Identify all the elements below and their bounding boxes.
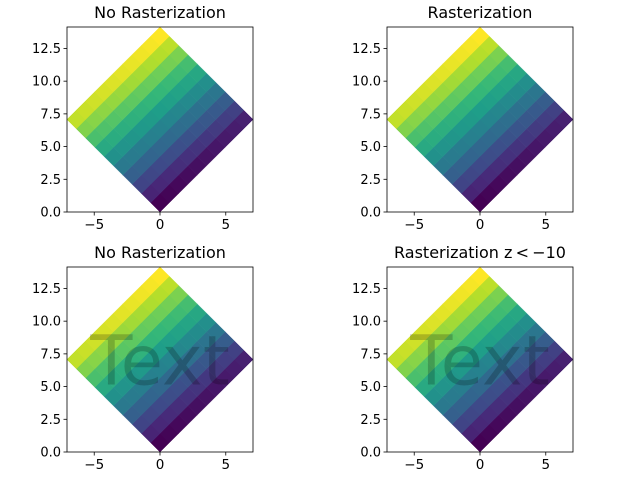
- x-tick-label: 5: [541, 457, 550, 473]
- x-tick-label: 5: [541, 217, 550, 233]
- y-tick-label: 10.0: [32, 75, 61, 90]
- x-tick-label: 0: [476, 457, 485, 473]
- x-tick-label: −5: [404, 457, 424, 473]
- x-tick-label: 5: [221, 457, 230, 473]
- y-tick-label: 0.0: [40, 206, 61, 221]
- x-tick-label: 0: [156, 217, 165, 233]
- y-tick-label: 0.0: [360, 446, 381, 461]
- x-tick-label: 0: [476, 217, 485, 233]
- y-tick-label: 0.0: [40, 446, 61, 461]
- y-tick-label: 12.5: [352, 282, 381, 297]
- y-tick-label: 2.5: [360, 413, 381, 428]
- y-tick-label: 2.5: [360, 173, 381, 188]
- pcolormesh: [386, 26, 574, 213]
- x-tick-label: 0: [156, 457, 165, 473]
- x-tick-label: −5: [404, 217, 424, 233]
- y-tick-label: 7.5: [40, 107, 61, 122]
- y-tick-label: 7.5: [40, 347, 61, 362]
- x-tick-label: −5: [84, 457, 104, 473]
- subplot-title: Rasterization z < −10: [394, 243, 566, 262]
- pcolormesh: [66, 266, 254, 453]
- y-tick-label: 5.0: [40, 140, 61, 155]
- y-tick-label: 2.5: [40, 173, 61, 188]
- subplot-title: Rasterization: [428, 3, 533, 22]
- pcolormesh: [66, 26, 254, 213]
- y-tick-label: 7.5: [360, 347, 381, 362]
- y-tick-label: 10.0: [32, 315, 61, 330]
- pcolormesh: [386, 266, 574, 453]
- y-tick-label: 7.5: [360, 107, 381, 122]
- x-tick-label: −5: [84, 217, 104, 233]
- x-tick-label: 5: [221, 217, 230, 233]
- overlay-text: Text: [89, 322, 230, 402]
- overlay-text: Text: [409, 322, 550, 402]
- y-tick-label: 5.0: [360, 380, 381, 395]
- y-tick-label: 12.5: [32, 42, 61, 57]
- y-tick-label: 5.0: [360, 140, 381, 155]
- subplot-title: No Rasterization: [94, 243, 226, 262]
- y-tick-label: 10.0: [352, 75, 381, 90]
- y-tick-label: 0.0: [360, 206, 381, 221]
- subplot-2: −5 0 5 0.0 2.5 5.0 7.5 10.0 12.5 Rasterization: [352, 3, 574, 233]
- subplot-4: Text −5 0 5 0.0 2.5 5.0 7.5 10.0 12.5 Rasterizatio…: [352, 243, 574, 473]
- y-tick-label: 2.5: [40, 413, 61, 428]
- y-tick-label: 10.0: [352, 315, 381, 330]
- subplot-3: Text −5 0 5 0.0 2.5 5.0 7.5 10.0 12.5 No Rasteriza…: [32, 243, 254, 473]
- subplot-1: −5 0 5 0.0 2.5 5.0 7.5 10.0 12.5 No Rasterization: [32, 3, 254, 233]
- y-tick-label: 12.5: [32, 282, 61, 297]
- y-tick-label: 5.0: [40, 380, 61, 395]
- subplot-title: No Rasterization: [94, 3, 226, 22]
- y-tick-label: 12.5: [352, 42, 381, 57]
